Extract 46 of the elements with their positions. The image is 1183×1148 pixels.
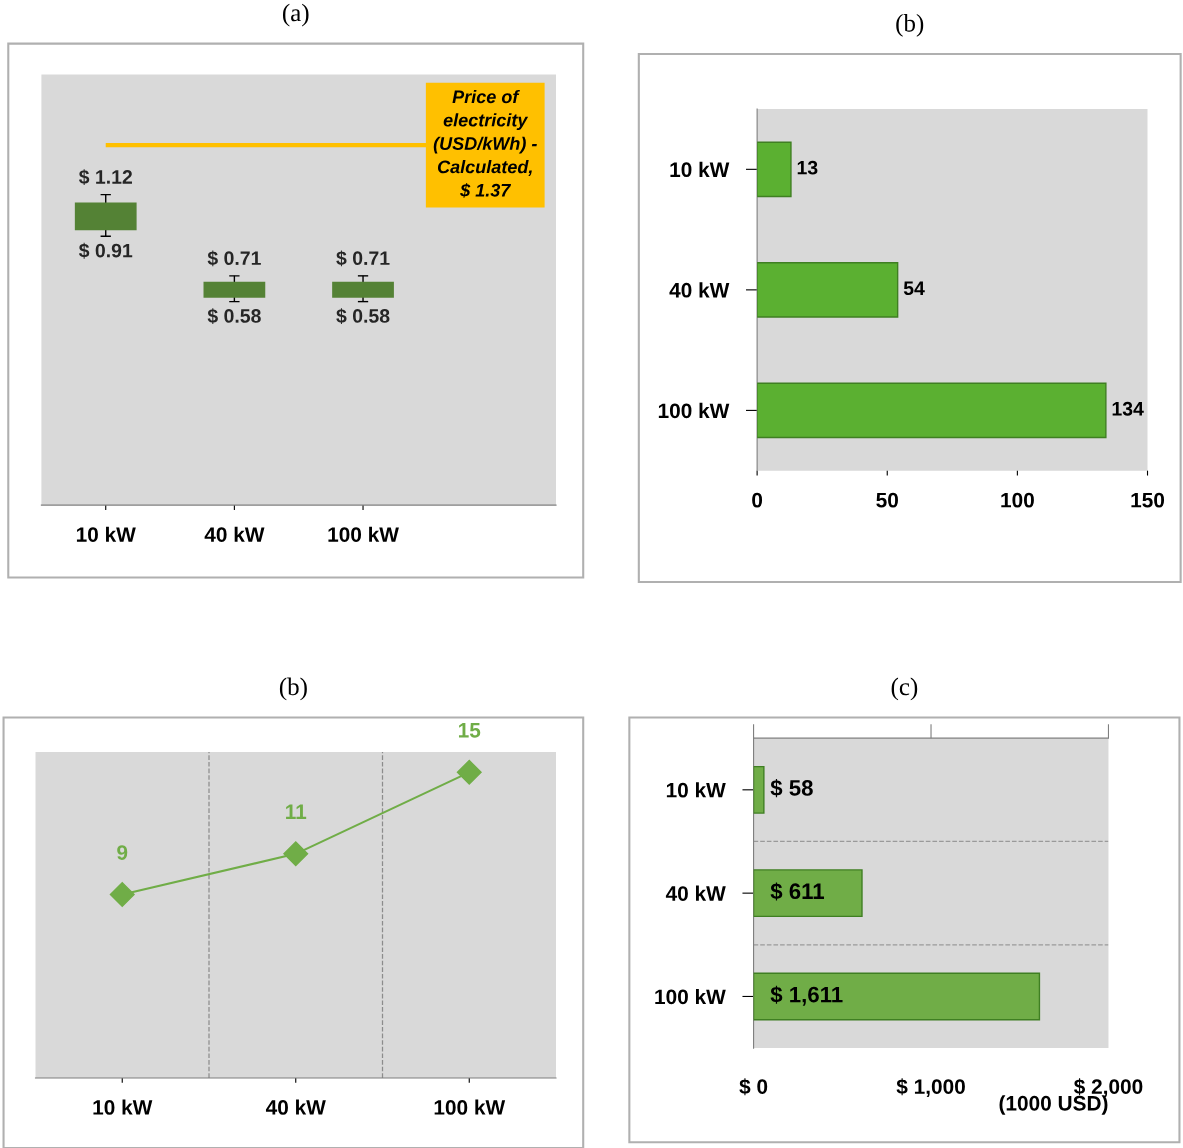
ref-line-label: Price of electricity (USD/kWh) - Calculated, $ 1.37	[433, 89, 537, 198]
y-tick-label: 100 kW	[655, 988, 726, 1005]
x-tick-label: 0	[752, 492, 763, 508]
data-label: $ 1,611	[770, 985, 843, 1006]
x-tick-label: 10 kW	[93, 1099, 153, 1115]
data-label: $ 58	[770, 779, 813, 798]
annotation: $ 0.91	[78, 242, 133, 259]
x-tick-label: 50	[876, 492, 898, 508]
data-label: 9	[117, 845, 128, 860]
annotation: $ 0.71	[207, 250, 261, 267]
data-label: 134	[1112, 401, 1144, 416]
x-tick-label: 100 kW	[434, 1099, 506, 1115]
x-tick-label: $ 0	[739, 1078, 768, 1096]
chart-title: (b)	[896, 14, 924, 37]
data-label: $ 611	[770, 882, 825, 901]
chart-title: (b)	[279, 677, 307, 701]
x-tick-label: 40 kW	[265, 1099, 326, 1115]
annotation: $ 0.58	[336, 308, 390, 325]
annotation: $ 1.12	[78, 169, 132, 186]
x-axis-title: (1000 USD)	[999, 1095, 1108, 1115]
y-tick-label: 100 kW	[658, 402, 730, 419]
bar	[753, 869, 863, 918]
bar	[753, 972, 1041, 1021]
x-tick-label: 100 kW	[328, 526, 399, 542]
annotation: $ 0.71	[336, 250, 390, 267]
data-label: 15	[458, 723, 481, 738]
data-label: 13	[797, 160, 818, 175]
x-tick-label: 150	[1131, 492, 1165, 508]
bar	[757, 382, 1107, 439]
annotation: $ 0.58	[207, 308, 261, 325]
bar	[757, 141, 792, 198]
x-tick-label: 10 kW	[76, 526, 136, 542]
bar	[753, 765, 765, 814]
data-label: 54	[903, 281, 925, 296]
chart-title: (c)	[891, 677, 918, 701]
x-tick-label: $ 2,000	[1073, 1078, 1143, 1097]
x-tick-label: $ 1,000	[896, 1078, 965, 1097]
bar	[757, 262, 899, 318]
y-tick-label: 10 kW	[666, 782, 726, 798]
y-tick-label: 10 kW	[670, 161, 730, 178]
data-label: 11	[286, 804, 307, 819]
chart-title: (a)	[282, 3, 309, 27]
x-tick-label: 40 kW	[204, 526, 265, 542]
x-tick-label: 100	[1001, 492, 1034, 508]
y-tick-label: 40 kW	[669, 282, 730, 298]
y-tick-label: 40 kW	[665, 885, 726, 901]
